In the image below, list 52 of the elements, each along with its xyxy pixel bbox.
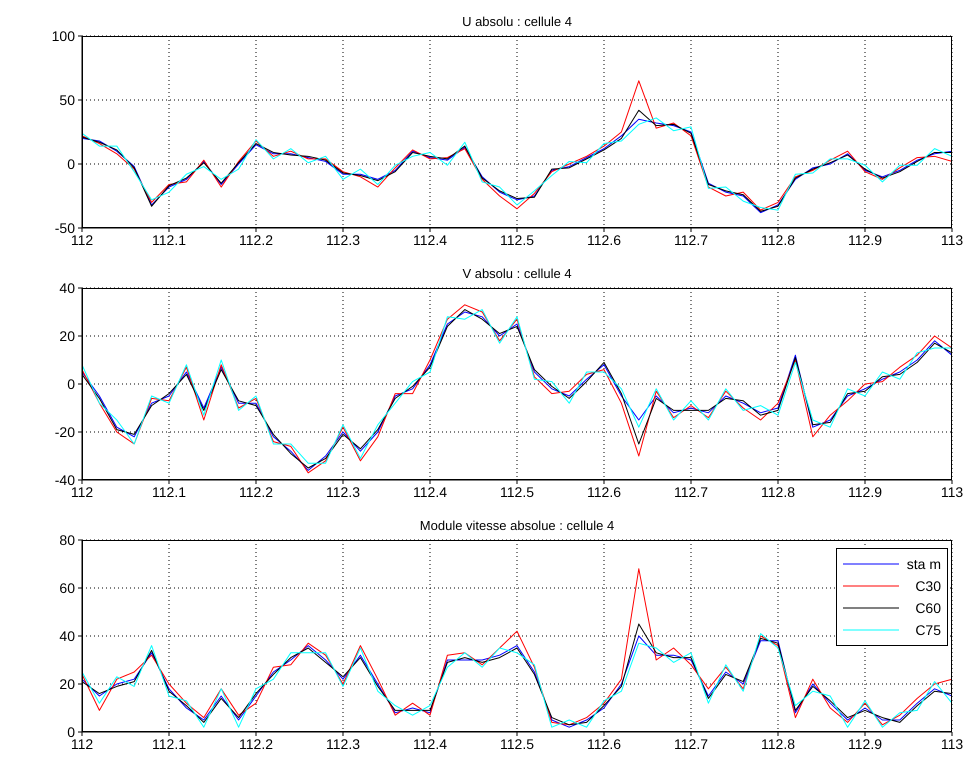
y-tick-label: -50 <box>54 220 76 236</box>
x-tick-label: 112.2 <box>239 232 274 248</box>
x-tick-label: 112.4 <box>413 736 448 752</box>
y-tick-label: 50 <box>59 92 76 108</box>
x-tick-label: 113 <box>940 484 964 500</box>
y-tick-label: 0 <box>67 376 76 392</box>
x-tick-label: 112.1 <box>152 484 186 500</box>
legend-label: C75 <box>914 622 941 638</box>
y-tick-label: 20 <box>59 328 76 344</box>
y-tick-label: 60 <box>59 580 76 596</box>
y-tick-label: 80 <box>59 532 76 548</box>
x-tick-label: 112.6 <box>587 484 622 500</box>
x-tick-label: 113 <box>940 232 964 248</box>
x-tick-label: 112.6 <box>587 736 622 752</box>
y-tick-label: -20 <box>54 424 76 440</box>
chart-title: Module vitesse absolue : cellule 4 <box>418 518 616 533</box>
x-tick-label: 112.9 <box>848 484 882 500</box>
x-tick-label: 112.4 <box>413 232 448 248</box>
y-tick-label: 20 <box>59 676 76 692</box>
chart-title: U absolu : cellule 4 <box>461 14 573 29</box>
x-tick-label: 112.9 <box>848 736 882 752</box>
x-tick-label: 112.8 <box>761 736 796 752</box>
x-tick-label: 112.1 <box>152 736 186 752</box>
x-tick-label: 112.8 <box>761 484 796 500</box>
x-tick-label: 112.6 <box>587 232 622 248</box>
y-tick-label: 40 <box>59 628 76 644</box>
x-tick-label: 112.5 <box>500 484 534 500</box>
x-tick-label: 113 <box>940 736 964 752</box>
x-tick-label: 112.3 <box>326 232 360 248</box>
y-tick-label: 0 <box>67 724 76 740</box>
x-tick-label: 112.8 <box>761 232 796 248</box>
x-tick-label: 112.9 <box>848 232 882 248</box>
x-tick-label: 112.5 <box>500 232 534 248</box>
y-tick-label: 40 <box>59 280 76 296</box>
y-tick-label: -40 <box>54 472 76 488</box>
x-tick-label: 112.1 <box>152 232 186 248</box>
x-tick-label: 112.7 <box>674 484 708 500</box>
x-tick-label: 112.7 <box>674 232 708 248</box>
x-tick-label: 112.3 <box>326 484 360 500</box>
legend-label: C30 <box>914 578 941 594</box>
y-tick-label: 0 <box>67 156 76 172</box>
x-tick-label: 112.2 <box>239 736 274 752</box>
y-tick-label: 100 <box>52 28 76 44</box>
x-tick-label: 112.4 <box>413 484 448 500</box>
chart-title: V absolu : cellule 4 <box>461 266 573 281</box>
legend-label: sta m <box>906 556 941 572</box>
x-tick-label: 112.5 <box>500 736 534 752</box>
line-series <box>82 80 952 211</box>
x-tick-label: 112.3 <box>326 736 360 752</box>
legend-label: C60 <box>914 600 941 616</box>
x-tick-label: 112.7 <box>674 736 708 752</box>
x-tick-label: 112.2 <box>239 484 274 500</box>
